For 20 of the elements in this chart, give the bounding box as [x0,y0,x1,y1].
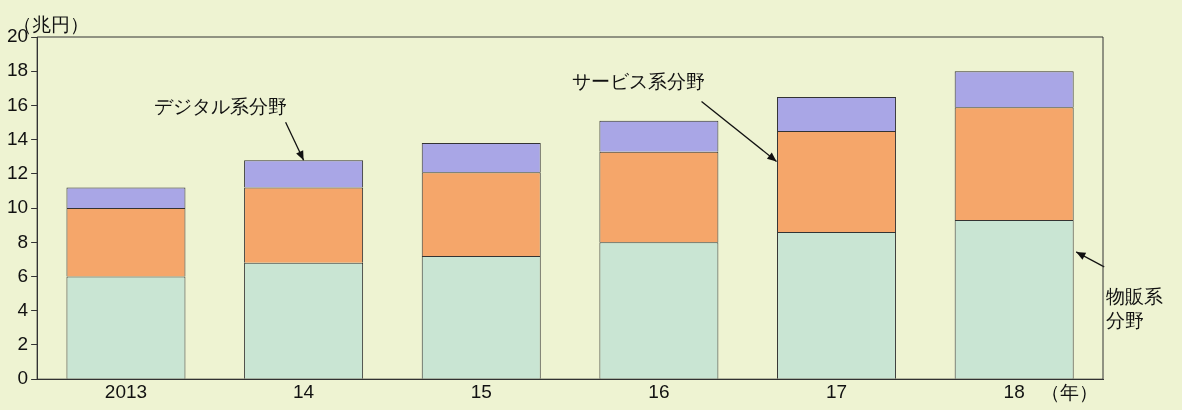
y-tick-label: 10 [6,196,29,218]
y-tick-label: 0 [17,367,29,389]
y-tick-label: 2 [17,333,29,355]
x-tick-label: 17 [825,380,848,402]
x-axis-title: （年） [1041,381,1098,403]
x-tick-label: 16 [648,380,670,402]
x-tick-label: 15 [470,380,492,402]
y-tick-label: 6 [17,264,29,286]
y-tick-label: 14 [6,127,29,149]
x-tick-label: 14 [293,380,315,402]
text: デジタル系分野 [153,95,287,117]
series-label: 物販系分野 [1106,285,1164,331]
y-tick-label: 4 [17,298,29,320]
y-tick-label: 8 [17,230,29,252]
x-tick-label: 2013 [104,380,148,402]
y-tick-label: 18 [6,59,29,81]
y-tick-label: 12 [6,162,29,184]
y-tick-label: 16 [6,93,29,115]
x-tick-label: 18 [1003,380,1025,402]
text: サービス系分野 [571,71,705,93]
